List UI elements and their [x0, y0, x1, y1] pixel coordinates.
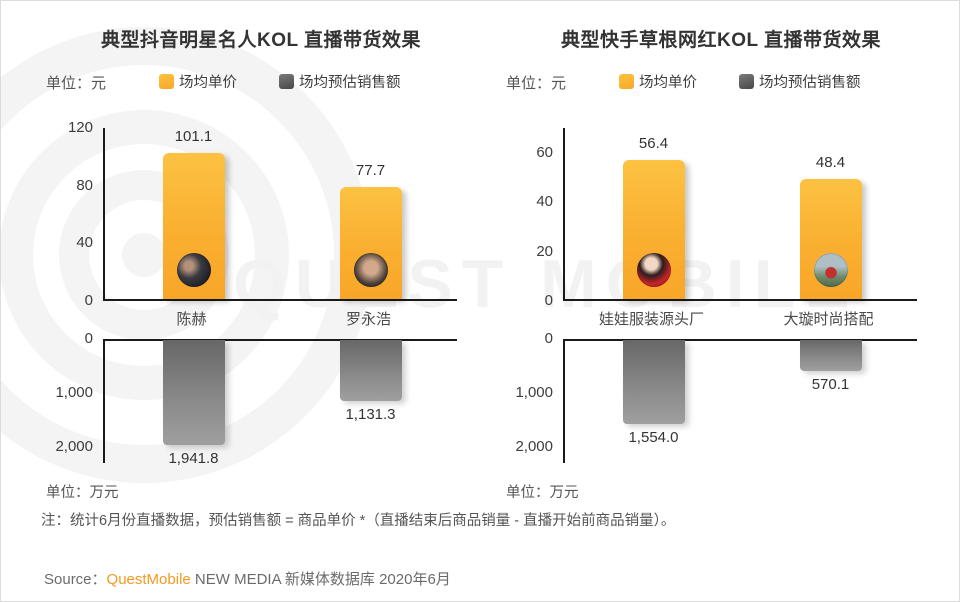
legend-item-label: 场均预估销售额	[299, 75, 401, 91]
note-text: 注：统计6月份直播数据，预估销售额 = 商品单价 *（直播结束后商品销量 - 直…	[41, 513, 676, 529]
source-line: Source：QuestMobile NEW MEDIA 新媒体数据库 2020…	[44, 568, 451, 589]
bar-value-label: 1,131.3	[345, 405, 396, 423]
legend-item-label: 场均单价	[179, 75, 237, 91]
legend-item-label: 场均单价	[639, 75, 697, 91]
price-bar	[622, 159, 685, 299]
sales-plot: 0 1,000 2,000 1,554.0 570.1	[501, 330, 941, 463]
y-tick-label: 40	[536, 193, 553, 211]
y-axis-ticks: 0 1,000 2,000	[501, 330, 553, 463]
chen-he-avatar	[176, 253, 211, 287]
y-tick-label: 0	[84, 330, 93, 347]
legend-item: 场均单价	[619, 71, 697, 92]
sales-plot: 0 1,000 2,000 1,941.8 1,131.3	[41, 330, 481, 467]
sales-legend-swatch	[279, 74, 294, 89]
y-tick-label: 0	[544, 292, 553, 309]
chart-meta-row: 单位：元 场均单价 场均预估销售额	[506, 71, 941, 93]
luo-yonghao-avatar	[353, 253, 388, 287]
y-tick-label: 2,000	[55, 437, 93, 455]
unit-label-bottom: 单位：万元	[46, 485, 119, 501]
price-bar	[162, 153, 225, 299]
source-label: Source：	[44, 571, 107, 588]
sales-bar	[162, 340, 225, 445]
price-plot: 60 40 20 0 56.4 48.4	[501, 128, 941, 309]
y-axis-ticks: 120 80 40 0	[41, 119, 93, 309]
category-label: 大璇时尚搭配	[783, 311, 874, 328]
y-axis-ticks: 0 1,000 2,000	[41, 330, 93, 463]
source-rest: NEW MEDIA 新媒体数据库 2020年6月	[190, 571, 451, 588]
category-axis: 陈赫 罗永浩	[103, 305, 457, 335]
plot-area: 56.4 48.4	[563, 128, 917, 301]
price-bar	[799, 179, 862, 299]
y-tick-label: 1,000	[515, 383, 553, 401]
chart-title: 典型快手草根网红KOL 直播带货效果	[560, 30, 882, 51]
unit-label-bottom: 单位：万元	[506, 485, 579, 501]
chart-panel-kuaishou: 典型快手草根网红KOL 直播带货效果 单位：元 场均单价 场均预估销售额 60 40…	[501, 19, 941, 501]
bar-value-label: 101.1	[174, 128, 213, 146]
y-axis-ticks: 60 40 20 0	[501, 128, 553, 309]
category-label: 陈赫	[176, 311, 207, 328]
plot-area: 1,941.8 1,131.3	[103, 339, 457, 467]
unit-label-top: 单位：元	[506, 75, 567, 92]
bar-value-label: 1,554.0	[628, 428, 679, 446]
y-tick-label: 0	[544, 330, 553, 347]
y-tick-label: 120	[67, 119, 93, 136]
unit-label-top: 单位：元	[46, 75, 107, 92]
category-axis: 娃娃服装源头厂 大璇时尚搭配	[563, 305, 917, 335]
bar-value-label: 56.4	[638, 134, 669, 152]
category-label: 罗永浩	[345, 311, 391, 328]
chart-meta-row: 单位：元 场均单价 场均预估销售额	[46, 71, 481, 93]
bar-value-label: 48.4	[815, 154, 846, 172]
legend-item: 场均预估销售额	[739, 71, 861, 92]
legend-item: 场均单价	[159, 71, 237, 92]
price-legend-swatch	[619, 74, 634, 89]
legend-item-label: 场均预估销售额	[759, 75, 861, 91]
bar-value-label: 77.7	[355, 161, 386, 179]
sales-bar	[339, 340, 402, 401]
daxuan-fashion-avatar	[813, 253, 848, 287]
y-tick-label: 2,000	[515, 437, 553, 455]
y-tick-label: 80	[76, 176, 93, 194]
legend-item: 场均预估销售额	[279, 71, 401, 92]
y-tick-label: 60	[536, 143, 553, 161]
y-tick-label: 1,000	[55, 383, 93, 401]
wawa-clothing-avatar	[636, 253, 671, 287]
price-plot: 120 80 40 0 101.1 77.7	[41, 119, 481, 309]
chart-title: 典型抖音明星名人KOL 直播带货效果	[100, 30, 422, 51]
price-bar	[339, 186, 402, 299]
price-legend-swatch	[159, 74, 174, 89]
legend: 场均单价 场均预估销售额	[619, 71, 861, 92]
y-tick-label: 20	[536, 242, 553, 260]
plot-area: 1,554.0 570.1	[563, 339, 917, 463]
sales-bar	[799, 340, 862, 371]
y-tick-label: 0	[84, 292, 93, 309]
bar-value-label: 1,941.8	[168, 449, 219, 467]
chart-panel-douyin: 典型抖音明星名人KOL 直播带货效果 单位：元 场均单价 场均预估销售额 120 8…	[41, 19, 481, 501]
sales-bar	[622, 340, 685, 424]
source-brand: QuestMobile	[106, 571, 191, 588]
legend: 场均单价 场均预估销售额	[159, 71, 401, 92]
sales-legend-swatch	[739, 74, 754, 89]
y-tick-label: 40	[76, 234, 93, 252]
plot-area: 101.1 77.7	[103, 128, 457, 301]
category-label: 娃娃服装源头厂	[598, 311, 704, 328]
bar-value-label: 570.1	[811, 375, 850, 393]
